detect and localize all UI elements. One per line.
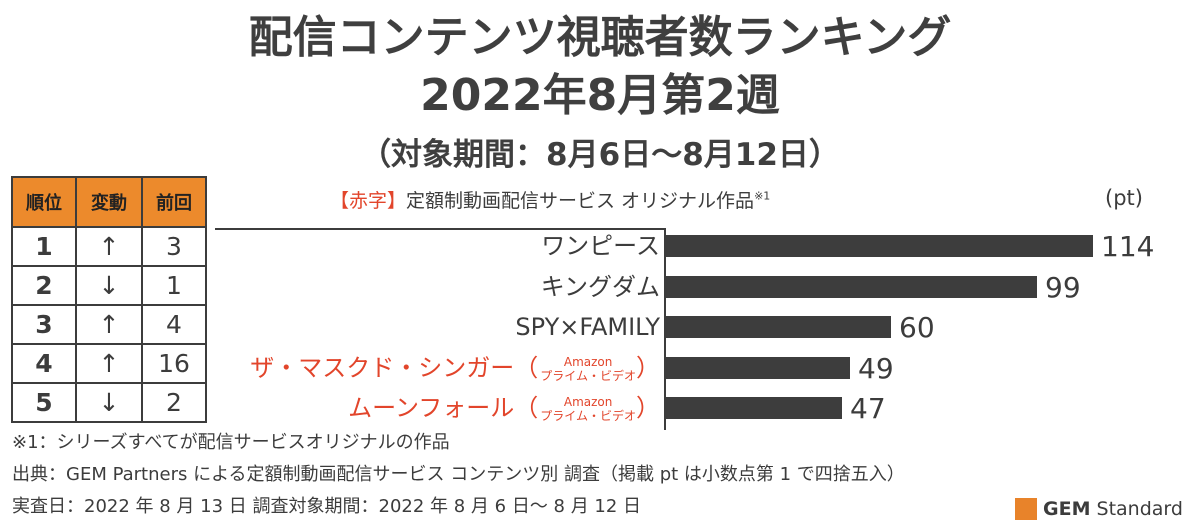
legend-text: 定額制動画配信サービス オリジナル作品 (406, 190, 755, 212)
platform-note: Amazon プライム・ビデオ (540, 395, 636, 423)
bar-value-label: 99 (1045, 270, 1081, 304)
table-separator-line (215, 228, 665, 230)
rank-cell: 3 (11, 304, 77, 345)
category-name: ムーンフォール (348, 394, 515, 422)
rank-cell: 5 (11, 382, 77, 423)
bar (666, 316, 891, 338)
arrow-down-icon: ↓ (75, 382, 143, 423)
previous-rank-cell: 2 (141, 382, 207, 423)
footnote-source: 出典：GEM Partners による定額制動画配信サービス コンテンツ別 調査… (12, 464, 905, 485)
rank-cell: 2 (11, 265, 77, 306)
bar (666, 235, 1093, 257)
table-row: 5 ↓ 2 (11, 382, 207, 423)
bar (666, 275, 1037, 298)
previous-rank-cell: 4 (141, 304, 207, 345)
category-name: ワンピース (541, 232, 660, 260)
bar (666, 356, 850, 379)
header-previous: 前回 (141, 176, 207, 228)
table-row: 4 ↑ 16 (11, 343, 207, 384)
table-row: 1 ↑ 3 (11, 226, 207, 267)
arrow-up-icon: ↑ (75, 304, 143, 345)
table-row: 3 ↑ 4 (11, 304, 207, 345)
footnote-1: ※1：シリーズすべてが配信サービスオリジナルの作品 (12, 432, 450, 453)
rank-cell: 1 (11, 226, 77, 267)
previous-rank-cell: 3 (141, 226, 207, 267)
header-rank: 順位 (11, 176, 77, 228)
category-label: キングダム (541, 267, 660, 307)
chart-baseline (664, 228, 666, 430)
bar-value-label: 47 (850, 392, 886, 425)
category-name: ザ・マスクド・シンガー (250, 353, 515, 382)
chart-period: （対象期間：8月6日～8月12日） (360, 137, 840, 173)
ranking-table: 順位 変動 前回 1 ↑ 3 2 ↓ 1 3 ↑ 4 4 ↑ 16 5 ↓ 2 (11, 176, 207, 423)
category-label: ザ・マスクド・シンガー（ Amazon プライム・ビデオ） (250, 353, 660, 383)
logo-bold: GEM (1043, 498, 1091, 520)
footnote-dates: 実査日：2022 年 8 月 13 日 調査対象期間：2022 年 8 月 6 … (12, 496, 642, 517)
legend-red-label: 【赤字】 (330, 190, 407, 212)
bar-value-label: 60 (899, 311, 935, 344)
logo-rest: Standard (1090, 498, 1183, 520)
legend: 【赤字】定額制動画配信サービス オリジナル作品※1 (330, 186, 770, 213)
arrow-down-icon: ↓ (75, 265, 143, 306)
unit-label: (pt) (1105, 186, 1143, 210)
bar-value-label: 49 (858, 351, 894, 385)
table-row: 2 ↓ 1 (11, 265, 207, 306)
arrow-up-icon: ↑ (75, 226, 143, 267)
category-label: ワンピース (541, 226, 660, 266)
legend-note: ※1 (754, 189, 771, 203)
rank-cell: 4 (11, 343, 77, 384)
chart-subtitle-week: 2022年8月第2週 (420, 70, 780, 121)
arrow-up-icon: ↑ (75, 343, 143, 384)
category-name: キングダム (540, 272, 660, 301)
chart-title: 配信コンテンツ視聴者数ランキング (248, 12, 952, 63)
previous-rank-cell: 1 (141, 265, 207, 306)
bar (666, 397, 842, 419)
gem-standard-logo: GEM Standard (1015, 496, 1183, 522)
previous-rank-cell: 16 (141, 343, 207, 384)
category-name: SPY×FAMILY (515, 313, 660, 341)
logo-mark-icon (1015, 498, 1037, 520)
category-label: ムーンフォール（ Amazon プライム・ビデオ） (348, 394, 660, 423)
platform-note: Amazon プライム・ビデオ (540, 354, 636, 383)
header-change: 変動 (75, 176, 143, 228)
category-label: SPY×FAMILY (515, 307, 660, 347)
bar-value-label: 114 (1101, 230, 1155, 263)
